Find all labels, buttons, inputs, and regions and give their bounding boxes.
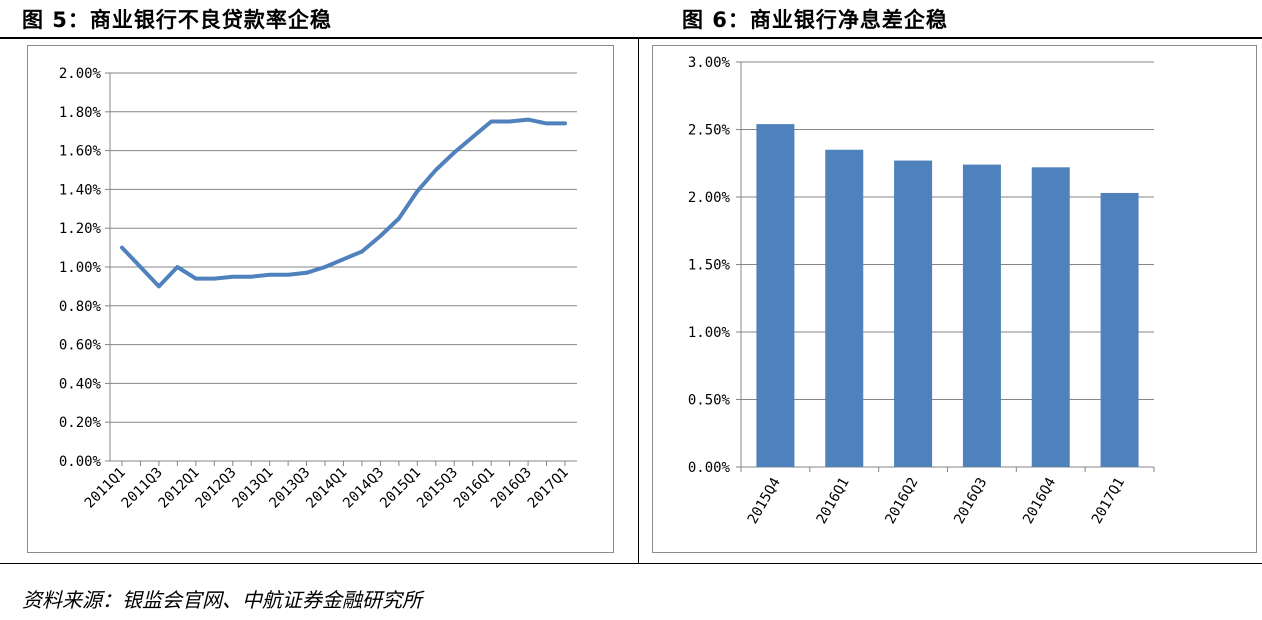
y-tick-label: 1.00% <box>688 325 731 341</box>
data-point <box>138 265 142 269</box>
data-point <box>360 249 364 253</box>
net-interest-margin-bar-chart: 0.00% 0.50% 1.00% 1.50% 2.00% 2.50% 3.00% 2015Q… <box>688 55 1155 527</box>
y-tick-label: 0.60% <box>59 338 102 354</box>
y-tick-label: 0.00% <box>59 454 102 470</box>
data-point <box>489 120 493 123</box>
bar-2016q4 <box>1031 167 1070 468</box>
data-point <box>175 265 179 269</box>
data-point <box>286 273 290 277</box>
data-point <box>563 121 567 125</box>
y-tick-label: 2.50% <box>688 123 731 139</box>
x-tick-label: 2016Q4 <box>1020 475 1059 527</box>
y-tick-label: 1.50% <box>688 258 731 274</box>
y-tick-label: 0.00% <box>688 460 731 476</box>
x-tick-label: 2017Q1 <box>525 465 572 512</box>
bar-2017q1 <box>1100 192 1139 467</box>
x-tick-label: 2016Q3 <box>951 475 990 527</box>
npl-ratio-series-line <box>120 117 567 289</box>
source-note: 资料来源：银监会官网、中航证券金融研究所 <box>22 588 422 612</box>
bar-2016q2 <box>894 160 933 468</box>
data-point <box>157 284 161 288</box>
data-point <box>434 168 438 172</box>
data-point <box>526 118 530 122</box>
data-point <box>120 246 124 250</box>
y-tick-label: 0.20% <box>59 415 102 431</box>
bar-2016q1 <box>825 149 864 467</box>
data-point <box>323 265 327 269</box>
data-point <box>231 275 235 279</box>
data-point <box>305 271 309 275</box>
npl-ratio-line-chart: 0.00% 0.20% 0.40% 0.60% 0.80% 1.00% 1.20% 1.40%… <box>59 66 577 512</box>
bar-2016q3 <box>962 164 1001 467</box>
y-tick-label: 0.80% <box>59 299 102 315</box>
y-tick-label: 2.00% <box>59 66 102 82</box>
top-rule <box>0 37 1262 39</box>
x-tick-label: 2016Q1 <box>814 475 853 527</box>
middle-divider <box>638 37 639 564</box>
data-point <box>397 217 401 220</box>
bottom-rule <box>0 563 1262 564</box>
y-tick-label: 0.40% <box>59 376 102 392</box>
data-point <box>415 189 419 193</box>
bar-2015q4 <box>756 124 795 467</box>
x-tick-label: 2017Q1 <box>1089 475 1128 527</box>
data-point <box>545 121 549 125</box>
data-point <box>452 151 456 155</box>
data-point <box>342 257 345 261</box>
y-tick-label: 1.60% <box>59 144 102 160</box>
y-tick-label: 1.40% <box>59 182 102 198</box>
npl-ratio-chart-frame: 0.00% 0.20% 0.40% 0.60% 0.80% 1.00% 1.20% 1.40%… <box>27 45 614 553</box>
data-point <box>249 275 253 279</box>
data-point <box>212 277 216 281</box>
y-tick-label: 2.00% <box>688 190 731 206</box>
figure-6-title: 图 6：商业银行净息差企稳 <box>682 8 948 32</box>
data-point <box>268 273 272 277</box>
y-tick-label: 0.50% <box>688 393 731 409</box>
data-point <box>378 234 382 238</box>
data-point <box>471 135 475 139</box>
data-point <box>194 277 198 281</box>
x-tick-label: 2015Q4 <box>745 475 784 527</box>
y-tick-label: 1.80% <box>59 105 102 121</box>
data-point <box>508 120 512 123</box>
net-interest-margin-chart-frame: 0.00% 0.50% 1.00% 1.50% 2.00% 2.50% 3.00% 2015Q… <box>652 45 1257 553</box>
y-tick-label: 1.20% <box>59 221 102 237</box>
figure-5-title: 图 5：商业银行不良贷款率企稳 <box>22 8 332 32</box>
y-tick-label: 3.00% <box>688 55 731 71</box>
y-tick-label: 1.00% <box>59 260 102 276</box>
x-tick-label: 2016Q2 <box>882 475 921 527</box>
